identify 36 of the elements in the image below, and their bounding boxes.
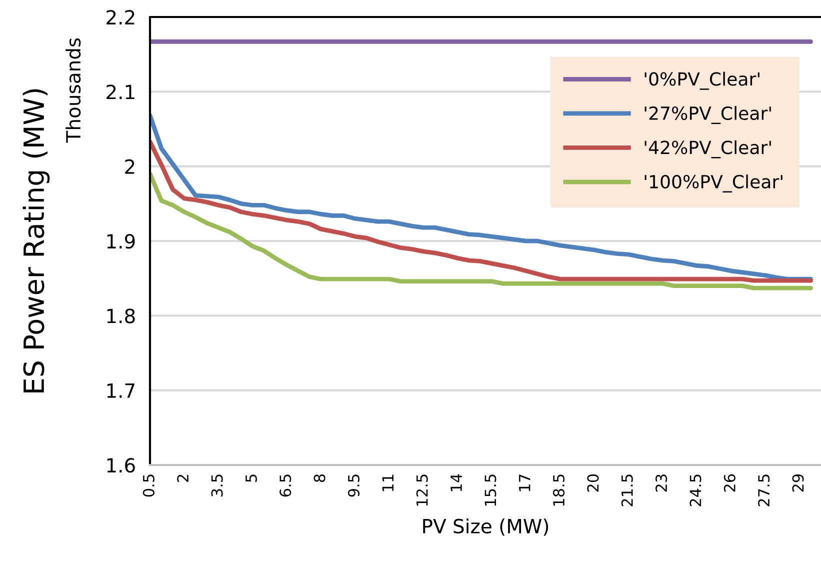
x-tick-label: 18.5 (552, 474, 565, 506)
x-tick-label: 29 (792, 474, 804, 492)
x-tick-label: 0.5 (142, 474, 154, 497)
legend-label: '0%PV_Clear' (644, 72, 760, 90)
y-tick-label: 1.8 (107, 308, 135, 324)
x-tick-label: 6.5 (280, 474, 292, 497)
x-tick-label: 23 (656, 474, 668, 492)
x-tick-label: 9.5 (348, 474, 360, 497)
legend-label: '42%PV_Clear' (644, 140, 771, 158)
x-tick-label: 20 (587, 474, 599, 492)
x-tick-label: 24.5 (690, 474, 702, 506)
x-tick-label: 15.5 (484, 474, 496, 506)
x-tick-label: 17 (519, 474, 530, 492)
legend-label: '100%PV_Clear' (644, 174, 782, 192)
legend-label: '27%PV_Clear' (644, 106, 771, 124)
x-tick-label: 8 (314, 474, 326, 482)
line-series (150, 172, 813, 290)
x-tick-label: 27.5 (758, 474, 770, 506)
x-axis-title: PV Size (MW) (423, 518, 548, 536)
x-tick-label: 12.5 (416, 474, 428, 506)
y-tick-label: 1.6 (107, 458, 135, 473)
y-axis-title: ES Power Rating (MW) (22, 89, 50, 392)
x-tick-label: 5 (246, 474, 257, 482)
y-tick-label: 2.2 (106, 10, 134, 24)
x-tick-label: 11 (382, 474, 394, 492)
x-tick-label: 3.5 (211, 474, 223, 496)
y-tick-label: 1.7 (107, 384, 134, 398)
y-tick-label: 2.1 (106, 84, 134, 100)
x-tick-label: 2 (177, 474, 188, 482)
text: Thousands (66, 38, 81, 143)
x-tick-label: 21.5 (621, 474, 633, 506)
y-tick-label: 1.9 (107, 234, 135, 249)
x-tick-label: 26 (724, 474, 736, 492)
x-tick-label: 14 (450, 474, 462, 492)
y-tick-label: 2 (125, 159, 134, 174)
line-series (150, 139, 813, 283)
